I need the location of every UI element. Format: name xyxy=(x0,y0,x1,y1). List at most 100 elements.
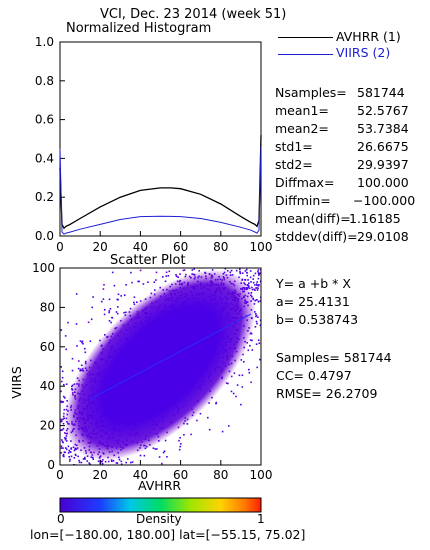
scatter-point xyxy=(249,344,251,347)
scatter-point xyxy=(182,269,185,272)
scatter-point xyxy=(120,463,123,465)
scatter-point xyxy=(257,285,260,287)
scatter-point xyxy=(178,448,181,451)
scatter-point xyxy=(123,294,126,296)
scatter-point xyxy=(238,374,241,377)
scatter-x-tick-label: 60 xyxy=(173,468,188,482)
scatter-point xyxy=(84,351,87,354)
scatter-x-tick-label: 40 xyxy=(133,468,148,482)
scatter-point xyxy=(60,366,62,368)
scatter-point xyxy=(251,349,254,351)
scatter-point xyxy=(158,456,161,458)
scatter-point xyxy=(89,463,91,465)
scatter-point xyxy=(101,300,103,303)
histogram-x-tick-label: 60 xyxy=(173,240,188,254)
scatter-point xyxy=(244,278,246,281)
scatter-point xyxy=(131,281,133,284)
histogram-title: Normalized Histogram xyxy=(66,21,212,36)
scatter-rmse: RMSE= 26.2709 xyxy=(276,386,378,401)
scatter-point xyxy=(190,433,192,436)
colorbar-max-label: 1 xyxy=(257,512,265,526)
scatter-point xyxy=(152,447,155,449)
scatter-point xyxy=(178,439,180,442)
scatter-point xyxy=(175,275,178,278)
scatter-point xyxy=(241,386,244,388)
scatter-point xyxy=(108,320,111,322)
histogram-x-tick-label: 40 xyxy=(133,240,148,254)
scatter-point xyxy=(221,430,224,433)
fit-a: a= 25.4131 xyxy=(276,294,350,309)
scatter-point xyxy=(84,347,86,350)
histogram-y-tick-label: 0.0 xyxy=(35,229,54,243)
scatter-point xyxy=(230,375,233,378)
scatter-point xyxy=(80,364,83,367)
scatter-point xyxy=(101,460,103,463)
scatter-point xyxy=(207,416,209,419)
scatter-point xyxy=(180,443,182,445)
scatter-point xyxy=(125,284,127,286)
scatter-point xyxy=(88,462,90,464)
scatter-point xyxy=(131,461,134,463)
scatter-point xyxy=(179,273,181,275)
scatter-point xyxy=(246,271,248,274)
scatter-point xyxy=(154,289,156,291)
histogram-legend: AVHRR (1) VIIRS (2) xyxy=(278,27,428,63)
scatter-samples: Samples= 581744 xyxy=(276,350,392,365)
scatter-point xyxy=(102,288,105,290)
scatter-point xyxy=(107,460,110,463)
scatter-point xyxy=(67,321,69,324)
scatter-point xyxy=(89,340,92,342)
scatter-point xyxy=(162,276,164,278)
scatter-point xyxy=(239,272,241,274)
scatter-point xyxy=(77,367,80,370)
scatter-point xyxy=(103,284,105,286)
scatter-point xyxy=(70,448,72,450)
histogram-x-ticks: 0 20 40 60 80 100 xyxy=(56,231,272,254)
legend-line-avhrr xyxy=(278,37,333,38)
scatter-y-tick-label: 100 xyxy=(32,261,55,275)
scatter-point xyxy=(255,320,258,323)
scatter-point xyxy=(232,392,235,395)
scatter-point xyxy=(185,273,187,276)
scatter-point xyxy=(63,395,65,398)
histogram-x-tick-label: 100 xyxy=(250,240,273,254)
scatter-point xyxy=(61,439,63,441)
histogram-x-tick-label: 20 xyxy=(93,240,108,254)
scatter-point xyxy=(63,412,65,415)
scatter-fit-line xyxy=(89,313,252,400)
scatter-point xyxy=(133,296,136,298)
scatter-point xyxy=(64,438,67,441)
scatter-point xyxy=(259,272,261,274)
scatter-point xyxy=(118,458,121,461)
scatter-point xyxy=(255,283,258,285)
scatter-point xyxy=(161,462,163,465)
scatter-point xyxy=(252,281,255,284)
scatter-point xyxy=(193,268,195,270)
scatter-point xyxy=(240,403,242,406)
scatter-point xyxy=(258,284,260,286)
scatter-point xyxy=(226,270,229,272)
scatter-point xyxy=(247,279,249,281)
scatter-y-tick-label: 0 xyxy=(47,458,55,472)
scatter-point xyxy=(108,310,111,312)
scatter-point xyxy=(251,339,253,342)
scatter-point xyxy=(199,412,202,415)
scatter-point xyxy=(254,299,256,302)
scatter-y-tick-label: 60 xyxy=(40,340,55,354)
scatter-point xyxy=(68,456,70,458)
scatter-point xyxy=(133,303,136,306)
scatter-point xyxy=(183,434,185,436)
scatter-point xyxy=(259,280,261,283)
scatter-point xyxy=(255,287,257,289)
scatter-point xyxy=(67,445,70,448)
scatter-point xyxy=(115,462,118,464)
scatter-point xyxy=(253,288,255,291)
scatter-point xyxy=(90,318,93,321)
scatter-point xyxy=(164,439,167,442)
scatter-point xyxy=(62,441,64,444)
histogram-stats: Nsamples= 581744 mean1= 52.5767 mean2= 53.7… xyxy=(275,85,416,244)
scatter-point xyxy=(156,448,158,450)
scatter-point xyxy=(245,268,248,271)
scatter-point xyxy=(255,313,257,315)
